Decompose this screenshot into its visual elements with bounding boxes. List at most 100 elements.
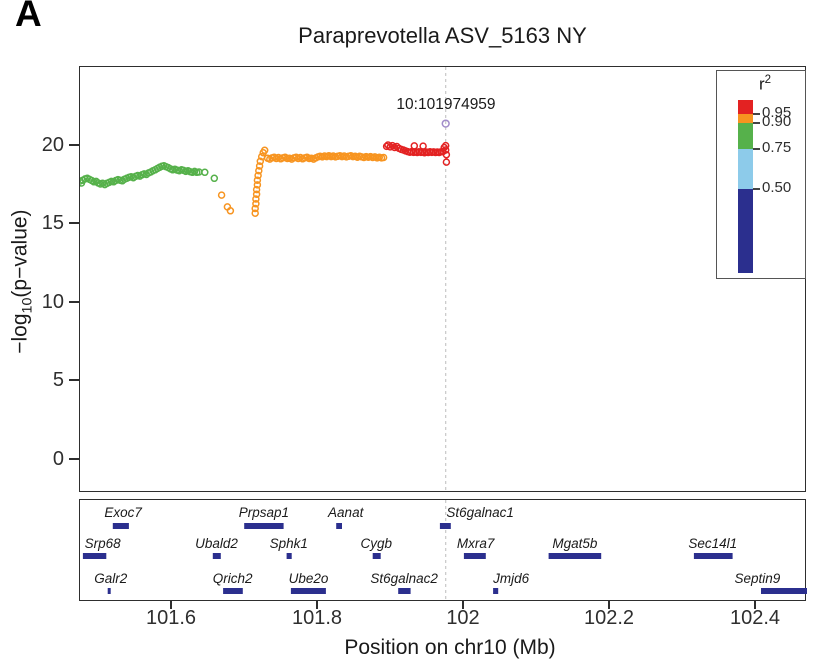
scatter-point [252, 195, 260, 203]
y-tick-mark [69, 144, 79, 146]
legend-color-segment [738, 189, 753, 273]
gene-bar-St6galnac1 [439, 523, 451, 529]
scatter-point [255, 166, 263, 175]
gene-bar-Mgat5b [548, 553, 602, 559]
scatter-point [252, 200, 260, 208]
scatter-point [442, 150, 451, 159]
gene-label-Cygb: Cygb [361, 536, 393, 551]
lead-snp-label: 10:101974959 [396, 96, 496, 113]
gene-bar-Jmjd6 [493, 588, 499, 594]
legend-color-segment [738, 123, 753, 149]
x-tick-label: 102 [446, 607, 480, 629]
gene-label-Sec14l1: Sec14l1 [688, 536, 737, 551]
scatter-point [201, 168, 209, 177]
gene-label-Srp68: Srp68 [85, 536, 122, 551]
scatter-point [252, 190, 261, 199]
y-tick-mark [69, 222, 79, 224]
gene-bar-Sec14l1 [693, 553, 733, 559]
gene-label-Septin9: Septin9 [735, 571, 781, 586]
x-tick-mark [608, 600, 610, 609]
scatter-point [252, 185, 261, 194]
r2-legend-title-sup: 2 [764, 74, 772, 86]
association-scatter-svg [80, 67, 451, 493]
y-tick-mark [69, 458, 79, 460]
lead-snp-point [441, 119, 450, 128]
y-axis-title-prefix: −log [8, 313, 32, 354]
gene-bar-Cygb [372, 553, 381, 559]
x-tick-mark [316, 600, 318, 609]
gene-label-Mgat5b: Mgat5b [552, 536, 598, 551]
x-tick-mark [462, 600, 464, 609]
gene-bar-Mxra7 [463, 553, 486, 559]
scatter-point [217, 191, 226, 199]
gene-label-Prpsap1: Prpsap1 [239, 505, 289, 520]
gene-label-Ubald2: Ubald2 [195, 536, 238, 551]
scatter-point [253, 181, 262, 189]
association-plot-panel [79, 66, 806, 493]
gene-label-St6galnac1: St6galnac1 [446, 505, 514, 520]
legend-tick-mark [753, 122, 760, 124]
scatter-point [255, 162, 264, 170]
gene-bar-St6galnac2 [398, 588, 411, 594]
scatter-point [379, 153, 388, 162]
gene-label-Mxra7: Mxra7 [457, 536, 495, 551]
r2-legend-title: r2 [751, 74, 779, 95]
scatter-point [253, 176, 262, 184]
y-tick-label: 10 [41, 291, 64, 313]
legend-tick-label: 0.50 [762, 179, 792, 196]
scatter-point [410, 142, 419, 150]
legend-tick-mark [753, 113, 760, 115]
gene-bar-Ubald2 [212, 553, 221, 559]
gene-label-Galr2: Galr2 [94, 571, 128, 586]
scatter-point [442, 158, 451, 166]
gene-label-Qrich2: Qrich2 [213, 571, 253, 586]
y-tick-mark [69, 379, 79, 381]
y-tick-mark [69, 301, 79, 303]
gene-bar-Aanat [336, 523, 342, 529]
scatter-series-r2-0.95-1.00 [382, 141, 451, 166]
gene-label-Sphk1: Sphk1 [270, 536, 308, 551]
gene-label-St6galnac2: St6galnac2 [370, 571, 438, 586]
x-tick-label: 101.8 [291, 607, 343, 629]
legend-tick-label: 0.95 [762, 104, 792, 121]
gene-label-Exoc7: Exoc7 [104, 505, 142, 520]
y-tick-label: 20 [41, 134, 64, 156]
r2-legend-title-base: r [758, 74, 765, 94]
gene-bar-Qrich2 [223, 588, 243, 594]
scatter-point [441, 141, 450, 150]
r2-legend: r2 0.95 0.90 0.75 0.50 [716, 70, 806, 279]
scatter-point [260, 146, 269, 155]
legend-tick-mark [753, 188, 760, 190]
legend-color-segment [738, 149, 753, 189]
x-axis-title: Position on chr10 (Mb) [344, 636, 556, 659]
y-tick-label: 15 [41, 212, 64, 234]
legend-color-segment [738, 114, 753, 123]
gene-label-Aanat: Aanat [327, 505, 365, 520]
scatter-series-r2-0.90-0.95 [217, 146, 388, 217]
scatter-point [251, 209, 259, 217]
x-tick-mark [754, 600, 756, 609]
scatter-point [254, 171, 262, 180]
x-tick-label: 102.2 [583, 607, 635, 629]
y-axis-title: −log10(p−value) [8, 122, 35, 442]
gene-label-Jmjd6: Jmjd6 [492, 571, 530, 586]
legend-tick-label: 0.75 [762, 139, 792, 156]
scatter-point [210, 174, 219, 183]
gene-track-panel: Exoc7 Prpsap1 Aanat St6galnac1 Srp68 Ubald2 Sp… [79, 499, 807, 601]
gene-bar-Srp68 [82, 553, 107, 559]
scatter-point [256, 157, 265, 166]
gene-bar-Exoc7 [112, 523, 129, 529]
gene-bar-Sphk1 [286, 553, 292, 559]
scatter-point [226, 207, 235, 215]
gene-track-svg: Exoc7 Prpsap1 Aanat St6galnac1 Srp68 Ubald2 Sp… [82, 500, 807, 599]
panel-letter: A [15, 0, 42, 34]
gene-label-Ube2o: Ube2o [289, 571, 329, 586]
x-tick-label: 101.6 [145, 607, 197, 629]
legend-tick-mark [753, 148, 760, 150]
scatter-point [419, 142, 427, 150]
scatter-point [441, 146, 450, 154]
legend-color-segment [738, 100, 753, 114]
x-tick-mark [170, 600, 172, 609]
gene-bar-Galr2 [107, 588, 111, 594]
